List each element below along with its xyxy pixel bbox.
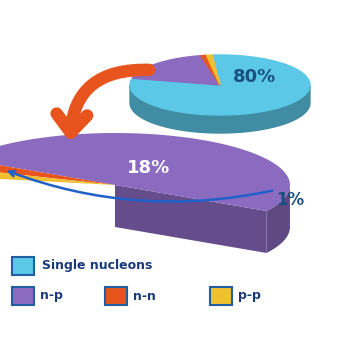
- Text: 18%: 18%: [127, 159, 170, 177]
- FancyBboxPatch shape: [12, 287, 34, 305]
- FancyArrowPatch shape: [57, 70, 149, 132]
- Polygon shape: [201, 55, 220, 85]
- Text: 80%: 80%: [233, 68, 276, 86]
- FancyBboxPatch shape: [12, 257, 34, 275]
- Polygon shape: [267, 186, 290, 253]
- Text: n-n: n-n: [133, 289, 156, 302]
- Polygon shape: [0, 159, 115, 185]
- FancyBboxPatch shape: [105, 287, 127, 305]
- Text: p-p: p-p: [238, 289, 261, 302]
- Polygon shape: [0, 133, 290, 211]
- Polygon shape: [130, 55, 310, 115]
- Text: n-p: n-p: [40, 289, 63, 302]
- Text: Single nucleons: Single nucleons: [42, 260, 152, 273]
- Polygon shape: [206, 55, 220, 85]
- Polygon shape: [0, 167, 115, 185]
- Polygon shape: [130, 86, 310, 133]
- Text: 1%: 1%: [276, 191, 304, 209]
- Polygon shape: [115, 185, 267, 253]
- FancyBboxPatch shape: [210, 287, 232, 305]
- Polygon shape: [132, 56, 220, 85]
